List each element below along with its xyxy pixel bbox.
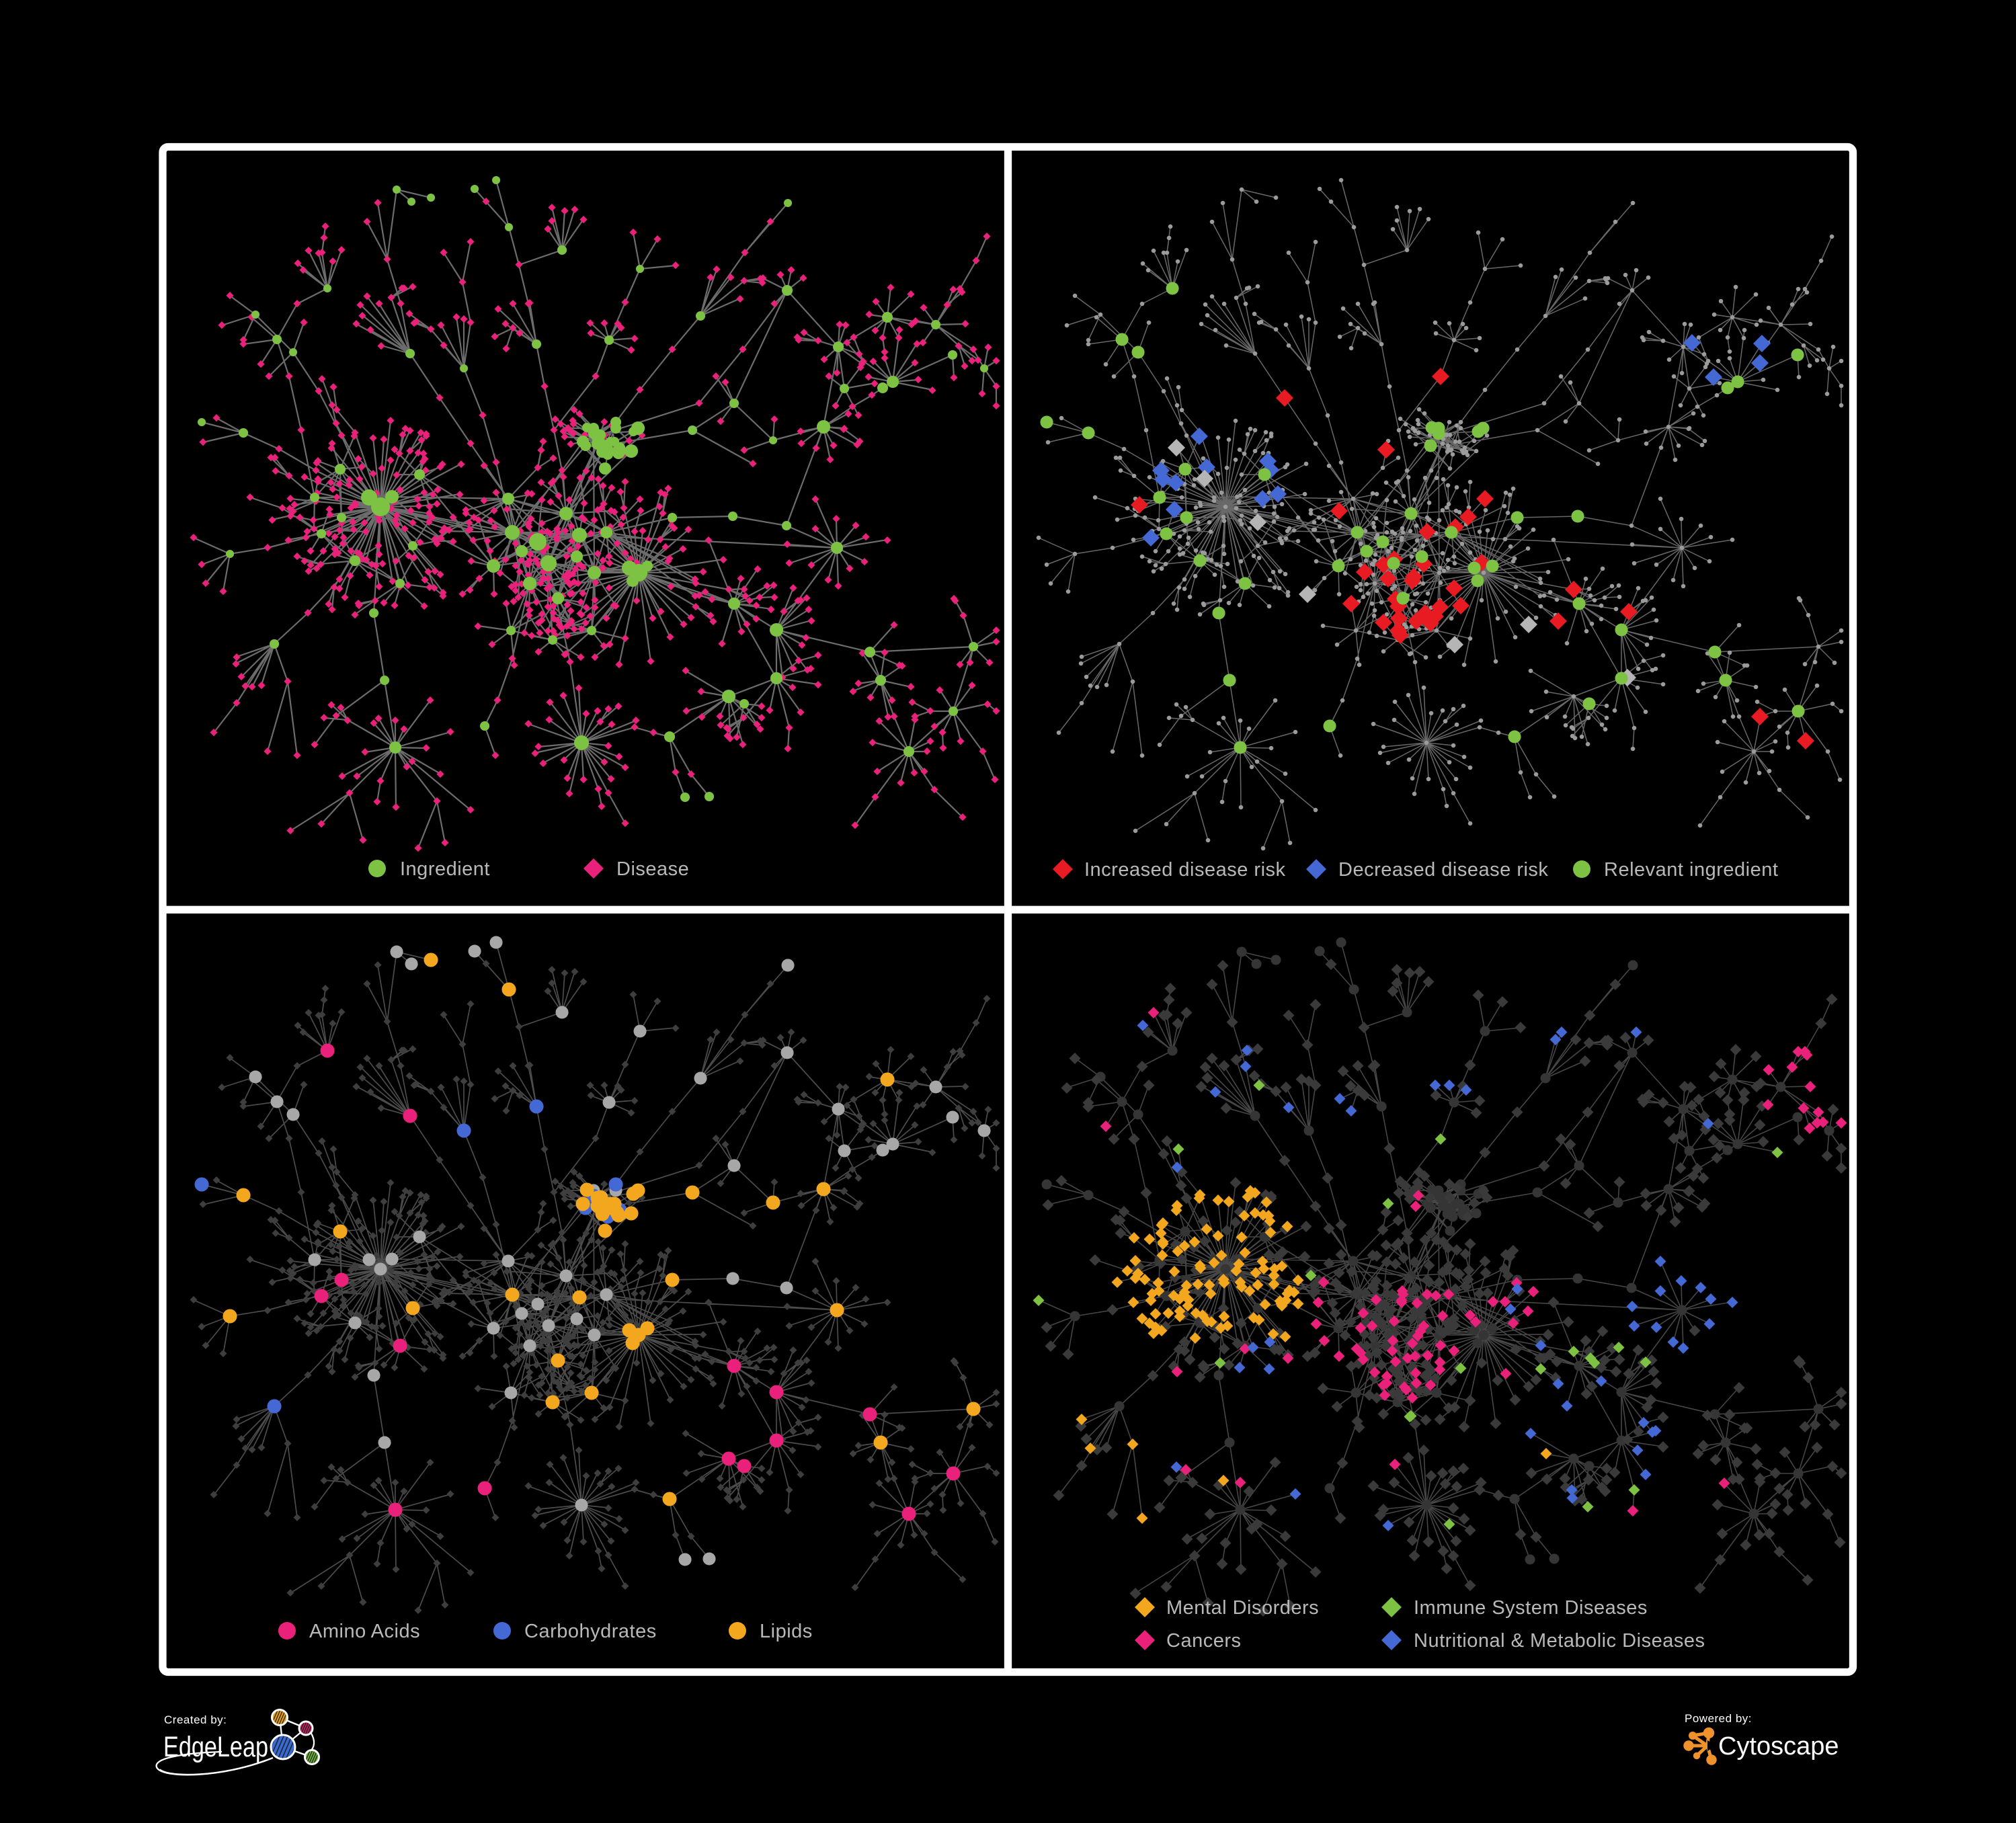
svg-text:Relevant ingredient: Relevant ingredient bbox=[1604, 859, 1778, 881]
svg-text:Lipids: Lipids bbox=[760, 1621, 813, 1642]
svg-text:Cytoscape: Cytoscape bbox=[1718, 1732, 1839, 1760]
svg-text:Nutritional & Metabolic Diseas: Nutritional & Metabolic Diseases bbox=[1414, 1630, 1705, 1652]
svg-text:Disease: Disease bbox=[616, 858, 689, 880]
svg-text:Decreased disease risk: Decreased disease risk bbox=[1338, 859, 1548, 881]
svg-text:Ingredient: Ingredient bbox=[400, 858, 490, 880]
svg-text:Powered by:: Powered by: bbox=[1685, 1712, 1752, 1725]
svg-text:Created by:: Created by: bbox=[164, 1713, 227, 1726]
svg-text:EdgeLeap: EdgeLeap bbox=[163, 1731, 268, 1763]
svg-text:Cancers: Cancers bbox=[1166, 1630, 1242, 1652]
svg-text:Increased disease risk: Increased disease risk bbox=[1084, 859, 1286, 881]
svg-text:Amino Acids: Amino Acids bbox=[309, 1621, 420, 1642]
svg-text:Carbohydrates: Carbohydrates bbox=[524, 1621, 657, 1642]
svg-text:Mental Disorders: Mental Disorders bbox=[1166, 1597, 1319, 1619]
svg-text:Immune System Diseases: Immune System Diseases bbox=[1414, 1597, 1648, 1619]
